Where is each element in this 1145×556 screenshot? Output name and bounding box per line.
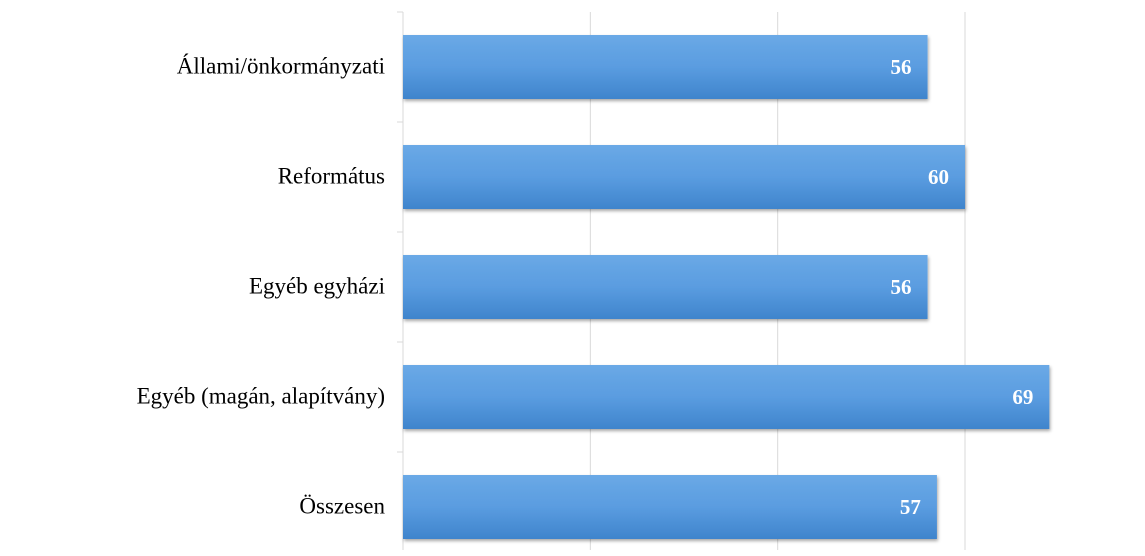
y-tick-label: Egyéb egyházi xyxy=(249,273,385,298)
y-tick-label: Állami/önkormányzati xyxy=(177,53,385,78)
bar xyxy=(403,145,966,209)
data-label: 56 xyxy=(891,275,912,299)
bar xyxy=(403,255,928,319)
data-label: 60 xyxy=(928,165,949,189)
bar xyxy=(403,365,1050,429)
y-tick-label: Egyéb (magán, alapítvány) xyxy=(137,383,385,408)
bar xyxy=(403,35,928,99)
bar xyxy=(403,475,937,539)
y-tick-label: Összesen xyxy=(299,493,385,518)
data-label: 69 xyxy=(1012,385,1033,409)
y-tick-label: Református xyxy=(278,163,385,188)
data-label: 57 xyxy=(900,495,921,519)
data-label: 56 xyxy=(891,55,912,79)
